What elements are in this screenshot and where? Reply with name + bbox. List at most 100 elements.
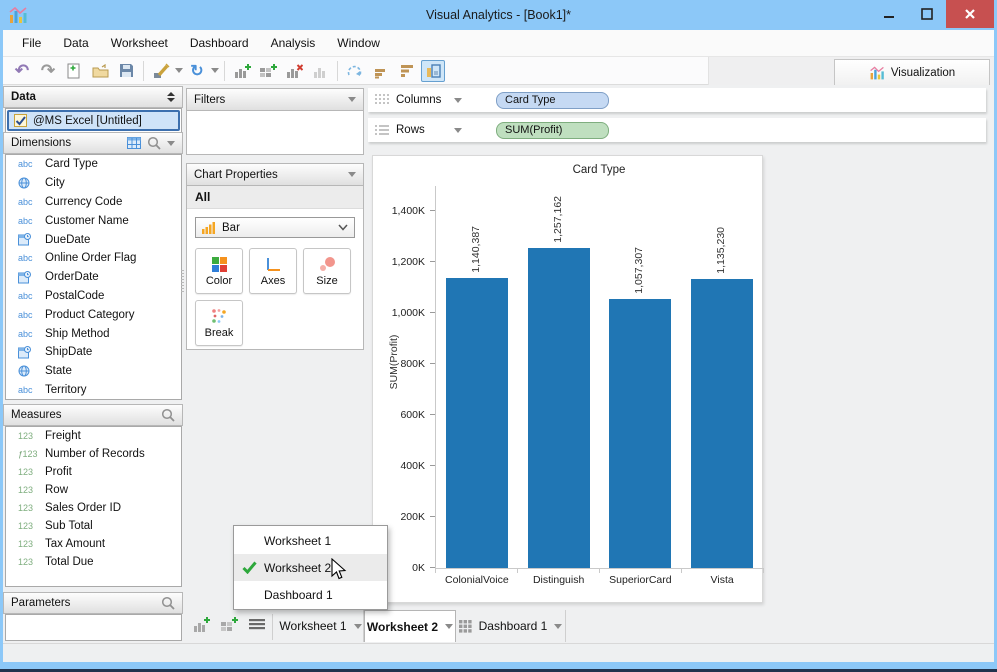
measure-item[interactable]: ƒ123 Number of Records <box>6 445 181 463</box>
dimension-item[interactable]: DueDate <box>6 230 181 249</box>
close-button[interactable] <box>946 0 994 28</box>
swap-axes-button[interactable] <box>343 60 367 82</box>
dimension-item[interactable]: abc PostalCode <box>6 287 181 306</box>
dimension-item[interactable]: abc Territory <box>6 381 181 399</box>
menu-item-window[interactable]: Window <box>337 36 380 50</box>
color-button[interactable]: Color <box>195 248 243 294</box>
tab-dashboard-1[interactable]: Dashboard 1 <box>456 610 566 642</box>
size-button-label: Size <box>316 274 338 287</box>
search-icon[interactable] <box>147 136 161 150</box>
dimension-label: State <box>45 365 72 378</box>
measure-item[interactable]: 123 Tax Amount <box>6 535 181 553</box>
dimension-item[interactable]: abc Product Category <box>6 305 181 324</box>
axes-button[interactable]: Axes <box>249 248 297 294</box>
connect-data-button[interactable] <box>149 60 173 82</box>
measure-item[interactable]: 123 Profit <box>6 463 181 481</box>
size-button[interactable]: Size <box>303 248 351 294</box>
bar[interactable] <box>527 248 590 568</box>
menu-item-data[interactable]: Data <box>63 36 89 50</box>
measure-item[interactable]: 123 Freight <box>6 427 181 445</box>
dimension-item[interactable]: abc Ship Method <box>6 324 181 343</box>
measure-item[interactable]: 123 Sub Total <box>6 517 181 535</box>
collapse-expand-icon[interactable] <box>167 92 175 102</box>
context-menu-item-worksheet-1[interactable]: Worksheet 1 <box>234 527 387 554</box>
sheet-list-icon[interactable] <box>248 618 266 632</box>
columns-shelf[interactable]: Columns Card Type <box>368 88 986 112</box>
dimension-item[interactable]: abc Card Type <box>6 155 181 174</box>
dimension-item[interactable]: City <box>6 174 181 193</box>
chart-properties-title: Chart Properties <box>194 168 278 181</box>
y-tick-label: 200K <box>400 511 425 523</box>
connect-data-dropdown[interactable] <box>174 68 184 73</box>
measure-label: Sub Total <box>45 520 93 532</box>
data-pane-header[interactable]: Data <box>3 86 183 108</box>
tab-label: Worksheet 1 <box>279 619 347 633</box>
datasource-item[interactable]: @MS Excel [Untitled] <box>7 110 180 131</box>
dimension-item[interactable]: State <box>6 362 181 381</box>
add-dashboard-button[interactable] <box>256 60 280 82</box>
break-button[interactable]: Break <box>195 300 243 346</box>
context-menu-item-worksheet-2[interactable]: Worksheet 2 <box>234 554 387 581</box>
rows-shelf[interactable]: Rows SUM(Profit) <box>368 118 986 142</box>
new-worksheet-icon[interactable] <box>192 616 211 633</box>
chart-properties-collapse-caret[interactable] <box>348 172 356 177</box>
search-icon[interactable] <box>161 596 175 610</box>
chart-properties-body: All Bar Color Axes Size <box>186 186 364 350</box>
dimension-item[interactable]: OrderDate <box>6 268 181 287</box>
measure-item[interactable]: 123 Sales Order ID <box>6 499 181 517</box>
tab-worksheet-2[interactable]: Worksheet 2 <box>364 610 456 642</box>
menu-item-dashboard[interactable]: Dashboard <box>189 36 249 50</box>
pane-splitter[interactable] <box>180 270 184 296</box>
columns-pill-card-type[interactable]: Card Type <box>496 91 609 109</box>
save-button[interactable] <box>114 60 138 82</box>
filters-panel-header[interactable]: Filters <box>186 88 364 111</box>
chart-properties-header[interactable]: Chart Properties <box>186 163 364 186</box>
new-dashboard-icon[interactable] <box>220 616 239 633</box>
parameters-header: Parameters <box>3 592 183 614</box>
sort-ascending-button[interactable] <box>369 60 393 82</box>
show-visualization-button[interactable] <box>421 59 445 82</box>
dimension-item[interactable]: abc Customer Name <box>6 211 181 230</box>
menu-item-worksheet[interactable]: Worksheet <box>110 36 168 50</box>
sort-descending-button[interactable] <box>395 60 419 82</box>
context-menu-item-label: Worksheet 2 <box>264 560 332 575</box>
new-workbook-button[interactable] <box>62 60 86 82</box>
filters-collapse-caret[interactable] <box>348 97 356 102</box>
bar[interactable] <box>609 299 672 568</box>
tab-worksheet-1[interactable]: Worksheet 1 <box>278 610 364 642</box>
duplicate-worksheet-button[interactable] <box>308 60 332 82</box>
tab-menu-caret[interactable] <box>353 623 362 629</box>
tab-menu-caret[interactable] <box>445 624 454 629</box>
refresh-dropdown[interactable] <box>210 68 220 73</box>
maximize-button[interactable] <box>908 0 946 28</box>
view-data-table-icon[interactable] <box>127 137 141 149</box>
bar[interactable] <box>445 278 508 568</box>
minimize-button[interactable] <box>870 0 908 28</box>
tab-menu-caret[interactable] <box>554 623 563 629</box>
rows-pill-sum-profit[interactable]: SUM(Profit) <box>496 121 609 139</box>
refresh-button[interactable]: ↻ <box>190 62 204 80</box>
add-worksheet-button[interactable] <box>230 60 254 82</box>
measure-item[interactable]: 123 Row <box>6 481 181 499</box>
menu-item-analysis[interactable]: Analysis <box>270 36 316 50</box>
chart-type-select[interactable]: Bar <box>195 217 355 238</box>
measure-item[interactable]: 123 Total Due <box>6 553 181 571</box>
menu-item-file[interactable]: File <box>22 36 42 50</box>
rows-shelf-caret[interactable] <box>454 127 462 133</box>
search-icon[interactable] <box>161 408 175 422</box>
undo-button[interactable]: ↶ <box>14 60 30 80</box>
dimensions-menu-caret[interactable] <box>167 140 175 146</box>
open-button[interactable] <box>88 60 112 82</box>
filters-dropzone[interactable] <box>186 111 364 155</box>
columns-shelf-caret[interactable] <box>454 97 462 103</box>
redo-button[interactable]: ↷ <box>40 60 56 80</box>
delete-worksheet-button[interactable] <box>282 60 306 82</box>
mouse-cursor <box>331 558 347 580</box>
context-menu-item-dashboard-1[interactable]: Dashboard 1 <box>234 581 387 608</box>
y-tick-label: 1,200K <box>391 256 425 268</box>
dimension-item[interactable]: abc Currency Code <box>6 193 181 212</box>
dimension-item[interactable]: ShipDate <box>6 343 181 362</box>
bar[interactable] <box>691 279 754 568</box>
dimension-item[interactable]: abc Online Order Flag <box>6 249 181 268</box>
visualization-tab[interactable]: Visualization <box>834 59 990 85</box>
